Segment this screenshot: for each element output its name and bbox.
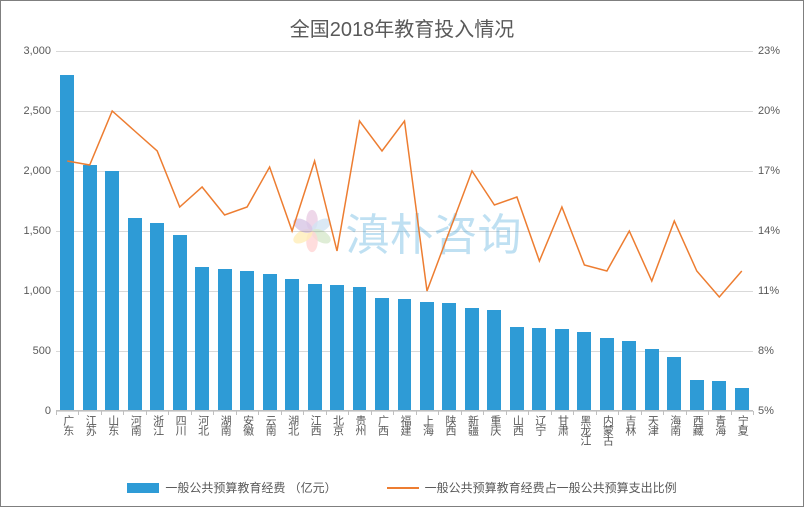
chart-title: 全国2018年教育投入情况 [1, 1, 803, 50]
x-tick-label: 安徽 [242, 415, 253, 435]
x-tick-label: 山东 [107, 415, 118, 435]
x-tick-label: 重庆 [489, 415, 500, 435]
x-tick-label: 海南 [669, 415, 680, 435]
legend-bar-swatch [127, 483, 159, 493]
legend-item-bar: 一般公共预算教育经费 （亿元） [127, 479, 336, 496]
legend-bar-label: 一般公共预算教育经费 （亿元） [165, 479, 336, 496]
x-tick-label: 黑龙江 [579, 415, 590, 445]
x-tick-label: 贵州 [354, 415, 365, 435]
y-left-tick-label: 500 [11, 345, 51, 357]
y-right-tick-label: 23% [758, 45, 793, 57]
x-tick-label: 福建 [399, 415, 410, 435]
x-tick-label: 宁夏 [736, 415, 747, 435]
y-right-tick-label: 5% [758, 405, 793, 417]
y-right-tick-label: 14% [758, 225, 793, 237]
legend-line-label: 一般公共预算教育经费占一般公共预算支出比例 [425, 479, 677, 496]
y-right-tick-label: 8% [758, 345, 793, 357]
y-right-tick-label: 20% [758, 105, 793, 117]
y-left-tick-label: 3,000 [11, 45, 51, 57]
y-right-tick-label: 17% [758, 165, 793, 177]
x-tick-label: 浙江 [152, 415, 163, 435]
x-tick-label: 上海 [421, 415, 432, 435]
x-tick-label: 西藏 [691, 415, 702, 435]
legend-line-swatch [387, 487, 419, 489]
x-axis-baseline [56, 410, 753, 411]
plot-area: 05001,0001,5002,0002,5003,0005%8%11%14%1… [56, 51, 753, 411]
legend: 一般公共预算教育经费 （亿元） 一般公共预算教育经费占一般公共预算支出比例 [1, 479, 803, 496]
y-left-tick-label: 2,500 [11, 105, 51, 117]
x-tick-label: 四川 [174, 415, 185, 435]
x-tick-label: 河南 [129, 415, 140, 435]
x-tick-label: 辽宁 [534, 415, 545, 435]
y-right-tick-label: 11% [758, 285, 793, 297]
x-tick-label: 河北 [197, 415, 208, 435]
x-tick-label: 江西 [309, 415, 320, 435]
x-tick-label: 吉林 [624, 415, 635, 435]
x-tick-label: 湖南 [219, 415, 230, 435]
x-tick-label: 江苏 [84, 415, 95, 435]
line-layer [56, 51, 753, 411]
x-tick-label: 青海 [714, 415, 725, 435]
y-left-tick-label: 0 [11, 405, 51, 417]
y-left-tick-label: 1,000 [11, 285, 51, 297]
x-tick-label: 甘肃 [556, 415, 567, 435]
chart-container: 全国2018年教育投入情况 05001,0001,5002,0002,5003,… [0, 0, 804, 507]
x-tick-label: 云南 [264, 415, 275, 435]
x-tick-label: 内蒙古 [601, 415, 612, 445]
x-tick-label: 广东 [62, 415, 73, 435]
x-tick-label: 广西 [377, 415, 388, 435]
grid-line [56, 411, 753, 412]
y-left-tick-label: 2,000 [11, 165, 51, 177]
x-tick-label: 陕西 [444, 415, 455, 435]
x-tick-label: 湖北 [287, 415, 298, 435]
y-left-tick-label: 1,500 [11, 225, 51, 237]
x-tick-label: 北京 [332, 415, 343, 435]
x-tick-label: 新疆 [466, 415, 477, 435]
x-tick-label: 天津 [646, 415, 657, 435]
x-tick-label: 山西 [511, 415, 522, 435]
legend-item-line: 一般公共预算教育经费占一般公共预算支出比例 [387, 479, 677, 496]
line-series [67, 111, 742, 297]
